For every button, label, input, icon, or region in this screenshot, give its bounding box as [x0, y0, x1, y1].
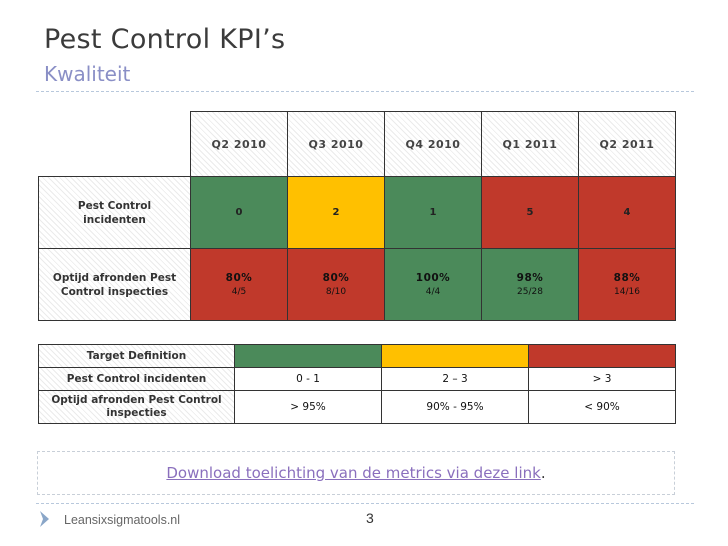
download-suffix: . — [540, 464, 546, 482]
title-divider — [36, 91, 694, 92]
chevron-right-icon — [40, 511, 49, 527]
kpi-fraction: 25/28 — [517, 287, 543, 297]
target-range-red: < 90% — [528, 390, 676, 424]
download-box: Download toelichting van de metrics via … — [37, 451, 675, 495]
footer-site: Leansixsigmatools.nl — [64, 513, 181, 527]
quarter-header: Q2 2010 — [190, 111, 288, 177]
quarter-header: Q2 2011 — [578, 111, 676, 177]
kpi-cell: 5 — [481, 176, 579, 249]
kpi-fraction: 8/10 — [325, 287, 347, 297]
quarter-header: Q4 2010 — [384, 111, 482, 177]
target-row-label: Pest Control incidenten — [38, 367, 235, 391]
kpi-cell: 80% 4/5 — [190, 248, 288, 321]
kpi-percentage: 98% — [516, 272, 544, 284]
kpi-fraction: 4/5 — [231, 287, 247, 297]
target-range-yellow: 2 – 3 — [381, 367, 529, 391]
kpi-cell: 2 — [287, 176, 385, 249]
target-range-green: > 95% — [234, 390, 382, 424]
target-range-green: 0 - 1 — [234, 367, 382, 391]
target-swatch-red — [528, 344, 676, 368]
target-range-red: > 3 — [528, 367, 676, 391]
footer-divider — [36, 503, 694, 504]
quarter-header: Q1 2011 — [481, 111, 579, 177]
target-swatch-yellow — [381, 344, 529, 368]
kpi-percentage: 80% — [322, 272, 350, 284]
kpi-cell: 98% 25/28 — [481, 248, 579, 321]
slide-title: Pest Control KPI’s — [44, 24, 286, 55]
kpi-percentage: 80% — [225, 272, 253, 284]
kpi-cell: 1 — [384, 176, 482, 249]
kpi-cell: 100% 4/4 — [384, 248, 482, 321]
row-label-inspecties: Optijd afronden Pest Control inspecties — [38, 248, 191, 321]
kpi-fraction: 4/4 — [425, 287, 441, 297]
quarter-header: Q3 2010 — [287, 111, 385, 177]
kpi-cell: 88% 14/16 — [578, 248, 676, 321]
target-range-yellow: 90% - 95% — [381, 390, 529, 424]
kpi-cell: 80% 8/10 — [287, 248, 385, 321]
kpi-percentage: 88% — [613, 272, 641, 284]
kpi-cell: 0 — [190, 176, 288, 249]
kpi-fraction: 14/16 — [614, 287, 640, 297]
slide-subtitle: Kwaliteit — [44, 62, 131, 86]
kpi-cell: 4 — [578, 176, 676, 249]
kpi-percentage: 100% — [415, 272, 451, 284]
page-number: 3 — [366, 510, 374, 526]
kpi-table: Q2 2010 Q3 2010 Q4 2010 Q1 2011 Q2 2011 … — [38, 111, 676, 321]
row-label-incidenten: Pest Control incidenten — [38, 176, 191, 249]
target-definition-header: Target Definition — [38, 344, 235, 368]
target-swatch-green — [234, 344, 382, 368]
download-link[interactable]: Download toelichting van de metrics via … — [166, 464, 541, 482]
target-definition-table: Target Definition Pest Control incidente… — [38, 344, 676, 424]
target-row-label: Optijd afronden Pest Control inspecties — [38, 390, 235, 424]
